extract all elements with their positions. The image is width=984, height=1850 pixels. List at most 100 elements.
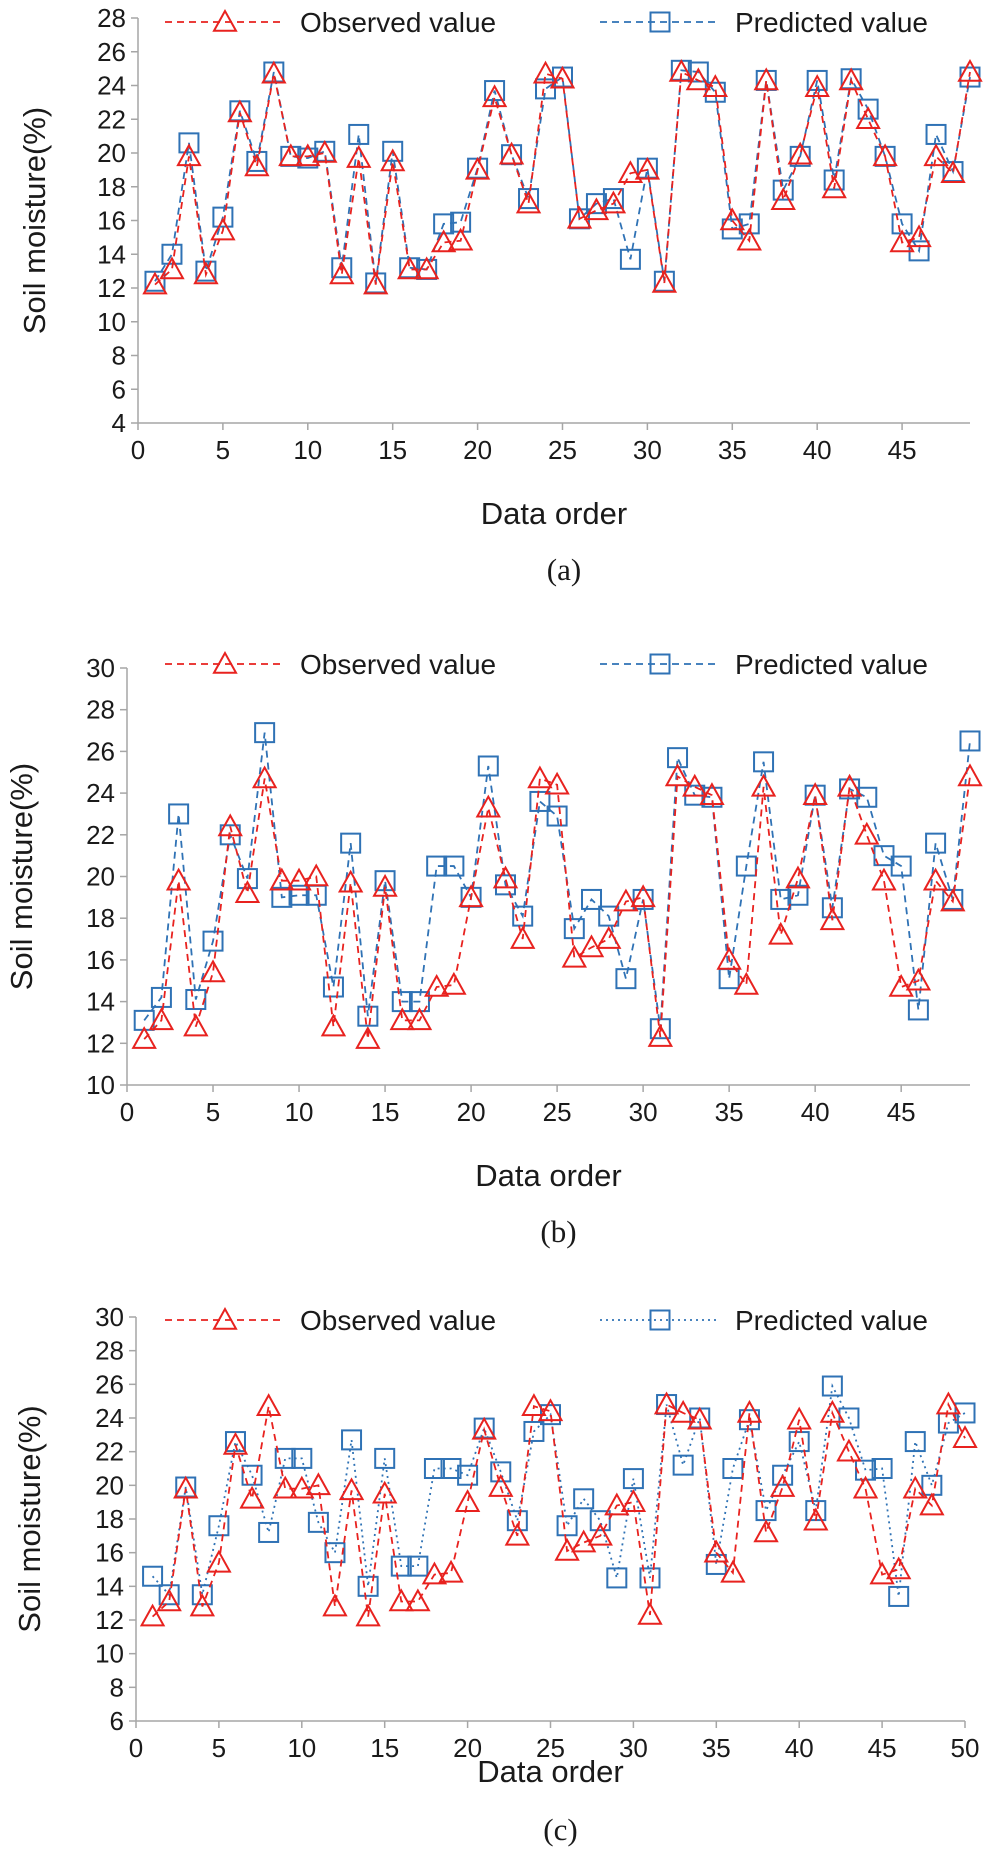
x-tick-label: 45 [868, 1733, 897, 1763]
observed-point [854, 821, 880, 845]
y-tick-label: 6 [110, 1706, 124, 1736]
predicted-point [158, 1584, 180, 1606]
legend-predicted-marker [649, 1309, 671, 1331]
observed-point [544, 771, 570, 795]
observed-point [406, 1007, 433, 1031]
predicted-point [615, 968, 637, 990]
panel-label: (b) [540, 1214, 576, 1249]
predicted-point [212, 206, 234, 228]
predicted-point [407, 1555, 429, 1577]
y-tick-label: 16 [97, 206, 126, 236]
predicted-point [348, 123, 370, 145]
predicted-point [546, 805, 568, 827]
y-tick-label: 12 [95, 1605, 124, 1635]
predicted-point [602, 188, 624, 210]
predicted-point [770, 888, 792, 910]
y-tick-label: 10 [86, 1070, 115, 1100]
predicted-point [288, 884, 310, 906]
observed-point [821, 175, 847, 199]
observed-point [537, 1398, 564, 1422]
observed-point [703, 1539, 729, 1563]
observed-point [355, 1026, 381, 1049]
observed-point [919, 1492, 945, 1516]
observed-point [855, 106, 881, 130]
x-tick-label: 40 [803, 435, 832, 465]
observed-point [239, 1485, 265, 1509]
predicted-series-line [143, 732, 971, 1029]
x-tick-label: 20 [463, 435, 492, 465]
legend-observed-marker [212, 1306, 238, 1330]
predicted-point [925, 123, 947, 145]
predicted-point [382, 140, 404, 162]
x-tick-label: 25 [543, 1097, 572, 1127]
observed-point [289, 1475, 315, 1499]
y-tick-label: 20 [95, 1470, 124, 1500]
predicted-point [787, 884, 809, 906]
y-tick-label: 18 [95, 1504, 124, 1534]
y-tick-label: 24 [97, 71, 126, 101]
observed-point [940, 160, 966, 184]
predicted-point [202, 930, 224, 952]
y-tick-label: 20 [86, 862, 115, 892]
predicted-point [823, 169, 845, 191]
predicted-point [573, 1488, 595, 1510]
observed-point [337, 869, 364, 893]
x-tick-label: 0 [131, 435, 145, 465]
predicted-point [606, 1567, 628, 1589]
legend: Observed value Predicted value [165, 1305, 928, 1336]
observed-point [637, 1601, 663, 1625]
observed-point [329, 261, 355, 285]
legend-predicted-label: Predicted value [735, 7, 928, 38]
observed-point [570, 1529, 597, 1553]
predicted-point [735, 855, 757, 877]
observed-series-line [143, 774, 971, 1040]
predicted-point [523, 1420, 545, 1442]
y-tick-label: 28 [95, 1336, 124, 1366]
observed-point [388, 1588, 414, 1612]
y-tick-label: 26 [97, 37, 126, 67]
y-tick-label: 26 [95, 1369, 124, 1399]
observed-point [515, 190, 542, 214]
predicted-point [341, 1429, 363, 1451]
predicted-point [142, 1565, 164, 1587]
predicted-point [890, 855, 912, 877]
x-tick-label: 20 [457, 1097, 486, 1127]
observed-point [935, 1391, 962, 1415]
observed-point [234, 880, 261, 903]
legend: Observed value Predicted value [165, 7, 928, 38]
observed-point [653, 1391, 680, 1415]
observed-point [498, 141, 525, 165]
predicted-point [241, 1464, 263, 1486]
y-tick-label: 14 [86, 987, 115, 1017]
x-tick-label: 10 [285, 1097, 314, 1127]
predicted-point [921, 1474, 943, 1496]
y-tick-label: 16 [95, 1538, 124, 1568]
observed-point [261, 60, 287, 84]
observed-point [338, 1477, 365, 1501]
observed-point [200, 959, 226, 983]
legend-predicted-label: Predicted value [735, 649, 928, 680]
predicted-point [161, 243, 183, 265]
predicted-point [457, 1464, 479, 1486]
predicted-point [838, 1407, 860, 1429]
observed-point [222, 1431, 249, 1455]
observed-point [173, 1475, 199, 1499]
observed-point [604, 1492, 630, 1516]
predicted-point [925, 832, 947, 854]
panel-label: (a) [547, 552, 581, 587]
predicted-point [331, 257, 353, 279]
observed-point [819, 1399, 846, 1423]
y-tick-label: 22 [86, 820, 115, 850]
observed-point [227, 99, 253, 123]
x-tick-label: 40 [785, 1733, 814, 1763]
x-tick-label: 10 [287, 1733, 316, 1763]
x-tick-label: 0 [129, 1733, 143, 1763]
x-tick-label: 30 [629, 1097, 658, 1127]
observed-point [836, 1438, 862, 1462]
predicted-point [839, 778, 861, 800]
observed-point [471, 1416, 497, 1440]
predicted-point [477, 755, 499, 777]
predicted-point [619, 248, 641, 270]
x-axis-label: Data order [475, 1158, 621, 1193]
observed-point [475, 794, 501, 818]
